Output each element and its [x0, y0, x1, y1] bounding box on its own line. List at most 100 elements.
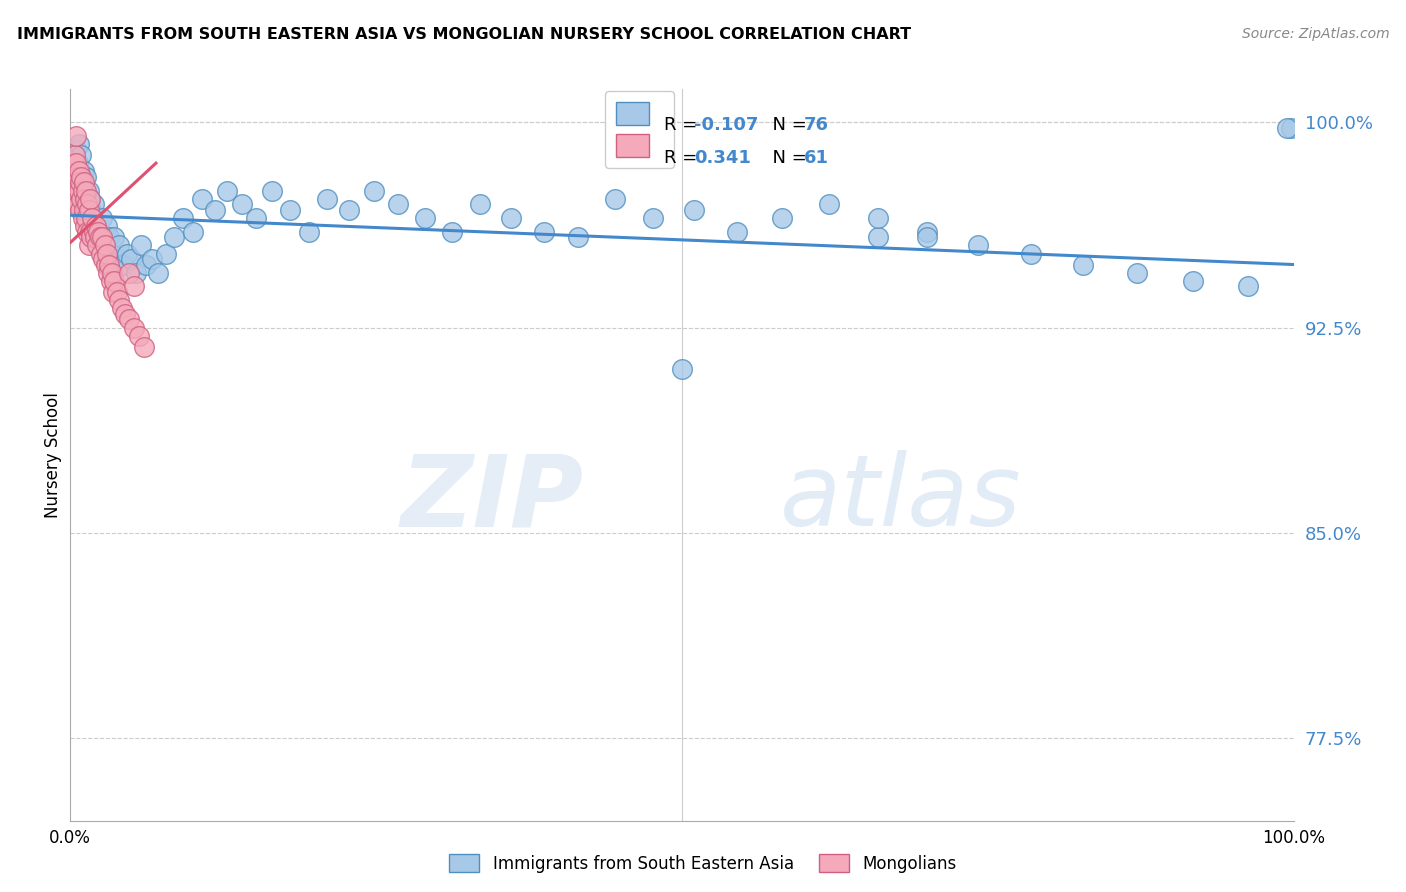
Point [63, 164, 86, 178]
Point [967, 238, 990, 252]
Point [65, 184, 87, 198]
Point [63, 148, 86, 162]
Point [67, 184, 90, 198]
Point [83, 219, 105, 234]
Point [817, 197, 839, 211]
Point [181, 225, 204, 239]
Point [93, 238, 115, 252]
Point [79, 225, 101, 239]
Point [122, 279, 145, 293]
Point [770, 211, 793, 225]
Point [103, 274, 125, 288]
Text: 76: 76 [804, 116, 830, 134]
Point [63, 169, 86, 184]
Point [63, 156, 86, 170]
Point [63, 148, 86, 162]
Point [66, 169, 89, 184]
Point [118, 312, 141, 326]
Point [96, 219, 118, 234]
Point [83, 197, 105, 211]
Point [73, 219, 96, 234]
Point [91, 252, 114, 266]
Point [111, 258, 134, 272]
Text: ZIP: ZIP [401, 450, 583, 548]
Point [83, 225, 105, 239]
Point [82, 211, 104, 225]
Point [363, 184, 385, 198]
Point [725, 225, 748, 239]
Point [70, 192, 93, 206]
Point [1277, 120, 1299, 135]
Point [125, 266, 148, 280]
Point [103, 230, 125, 244]
Point [671, 361, 693, 376]
Point [66, 156, 89, 170]
Point [148, 266, 170, 280]
Point [69, 202, 91, 217]
Point [91, 230, 114, 244]
Point [337, 202, 360, 217]
Point [108, 293, 131, 307]
Point [76, 197, 98, 211]
Text: R =: R = [664, 149, 709, 167]
Point [65, 143, 87, 157]
Point [915, 225, 938, 239]
Point [603, 192, 626, 206]
Text: N =: N = [762, 149, 813, 167]
Point [172, 211, 194, 225]
Point [75, 169, 97, 184]
Text: IMMIGRANTS FROM SOUTH EASTERN ASIA VS MONGOLIAN NURSERY SCHOOL CORRELATION CHART: IMMIGRANTS FROM SOUTH EASTERN ASIA VS MO… [17, 27, 911, 42]
Point [73, 202, 96, 217]
Point [87, 225, 110, 239]
Point [77, 184, 100, 198]
Point [75, 211, 97, 225]
Point [105, 285, 128, 299]
Point [93, 238, 115, 252]
Point [262, 184, 284, 198]
Point [79, 192, 101, 206]
Point [101, 246, 124, 260]
Point [62, 175, 84, 189]
Point [122, 320, 145, 334]
Point [245, 211, 267, 225]
Point [1126, 266, 1149, 280]
Point [141, 252, 163, 266]
Point [97, 266, 120, 280]
Point [298, 225, 321, 239]
Legend: , : , [606, 91, 673, 168]
Point [163, 230, 186, 244]
Point [1019, 246, 1042, 260]
Point [83, 230, 105, 244]
Point [98, 230, 121, 244]
Point [866, 211, 889, 225]
Text: Source: ZipAtlas.com: Source: ZipAtlas.com [1241, 27, 1389, 41]
Point [73, 192, 96, 206]
Point [72, 211, 94, 225]
Point [66, 197, 89, 211]
Point [128, 328, 150, 343]
Point [499, 211, 522, 225]
Point [69, 169, 91, 184]
Text: R =: R = [664, 116, 703, 134]
Point [316, 192, 339, 206]
Point [1071, 258, 1094, 272]
Point [111, 301, 134, 316]
Point [72, 175, 94, 189]
Text: N =: N = [762, 116, 813, 134]
Point [80, 230, 103, 244]
Point [118, 266, 141, 280]
Point [94, 258, 117, 272]
Point [100, 274, 122, 288]
Point [82, 211, 104, 225]
Point [60, 192, 83, 206]
Point [533, 225, 555, 239]
Point [387, 197, 409, 211]
Point [866, 230, 889, 244]
Point [77, 202, 100, 217]
Point [683, 202, 706, 217]
Point [915, 230, 938, 244]
Point [67, 164, 90, 178]
Legend: Immigrants from South Eastern Asia, Mongolians: Immigrants from South Eastern Asia, Mong… [443, 847, 963, 880]
Point [1237, 279, 1260, 293]
Point [101, 266, 124, 280]
